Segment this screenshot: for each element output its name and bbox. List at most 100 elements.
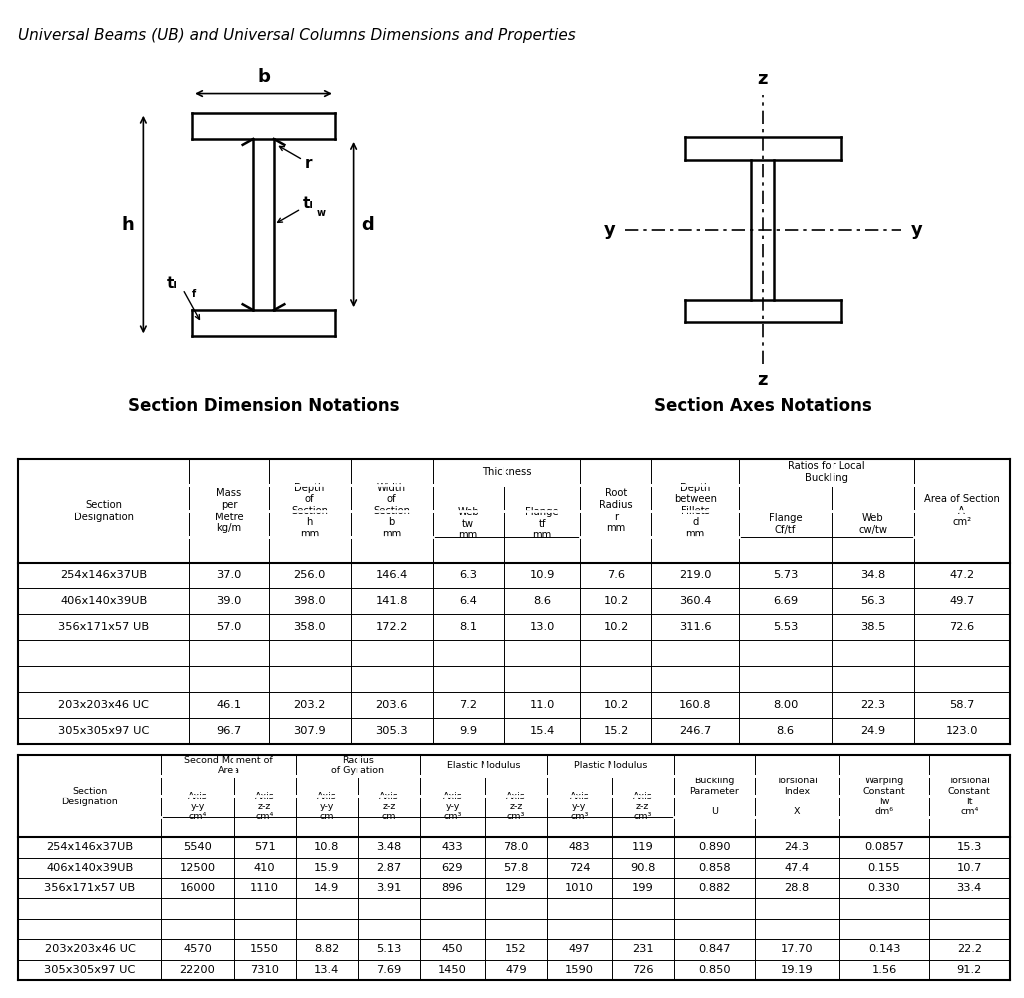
Text: 8.1: 8.1 bbox=[459, 622, 477, 632]
Text: 1590: 1590 bbox=[565, 965, 594, 975]
Text: 360.4: 360.4 bbox=[679, 596, 712, 607]
Text: 91.2: 91.2 bbox=[956, 965, 982, 975]
Text: Axis
z-z
cm³: Axis z-z cm³ bbox=[633, 791, 652, 821]
Text: h: h bbox=[121, 216, 134, 234]
Text: 5.73: 5.73 bbox=[773, 571, 798, 581]
Text: b: b bbox=[257, 68, 270, 86]
Text: 172.2: 172.2 bbox=[376, 622, 408, 632]
Text: 254x146x37UB: 254x146x37UB bbox=[46, 842, 133, 852]
Text: 129: 129 bbox=[505, 883, 526, 893]
Text: 1110: 1110 bbox=[250, 883, 280, 893]
Text: Torsional
Constant
It
cm⁴: Torsional Constant It cm⁴ bbox=[948, 776, 990, 816]
Text: 305x305x97 UC: 305x305x97 UC bbox=[44, 965, 135, 975]
Text: 406x140x39UB: 406x140x39UB bbox=[60, 596, 147, 607]
Text: 146.4: 146.4 bbox=[376, 571, 408, 581]
Text: 11.0: 11.0 bbox=[529, 700, 555, 710]
Text: 483: 483 bbox=[568, 842, 590, 852]
Text: 724: 724 bbox=[568, 862, 590, 873]
Text: 203x203x46 UC: 203x203x46 UC bbox=[58, 700, 150, 710]
Text: 15.9: 15.9 bbox=[314, 862, 340, 873]
Text: Thickness: Thickness bbox=[481, 467, 531, 477]
Text: 7.2: 7.2 bbox=[459, 700, 477, 710]
Text: 47.4: 47.4 bbox=[784, 862, 810, 873]
Text: 39.0: 39.0 bbox=[216, 596, 242, 607]
Text: Area of Section
A
cm²: Area of Section A cm² bbox=[924, 494, 999, 527]
Text: Axis
y-y
cm⁴: Axis y-y cm⁴ bbox=[187, 791, 208, 821]
Text: 2.87: 2.87 bbox=[377, 862, 401, 873]
Text: 356x171x57 UB: 356x171x57 UB bbox=[44, 883, 135, 893]
Text: 410: 410 bbox=[254, 862, 275, 873]
Text: 119: 119 bbox=[632, 842, 653, 852]
Text: 13.4: 13.4 bbox=[314, 965, 340, 975]
Text: y: y bbox=[910, 221, 922, 239]
Text: 571: 571 bbox=[254, 842, 275, 852]
Text: 406x140x39UB: 406x140x39UB bbox=[46, 862, 133, 873]
Text: Axis
z-z
cm: Axis z-z cm bbox=[379, 791, 399, 821]
Text: 0.155: 0.155 bbox=[867, 862, 900, 873]
Text: 4570: 4570 bbox=[183, 944, 212, 954]
Text: 15.3: 15.3 bbox=[956, 842, 982, 852]
Text: 305.3: 305.3 bbox=[376, 726, 408, 736]
Text: 0.847: 0.847 bbox=[698, 944, 730, 954]
Text: 24.3: 24.3 bbox=[784, 842, 810, 852]
Text: 311.6: 311.6 bbox=[679, 622, 712, 632]
Text: 3.91: 3.91 bbox=[377, 883, 401, 893]
Text: 58.7: 58.7 bbox=[949, 700, 975, 710]
Text: 46.1: 46.1 bbox=[216, 700, 242, 710]
Text: Root
Radius
r
mm: Root Radius r mm bbox=[599, 488, 633, 533]
Text: 14.9: 14.9 bbox=[314, 883, 340, 893]
Text: 9.9: 9.9 bbox=[459, 726, 477, 736]
Text: 1550: 1550 bbox=[250, 944, 280, 954]
Text: z: z bbox=[758, 70, 768, 89]
Text: 8.00: 8.00 bbox=[773, 700, 798, 710]
Text: 22200: 22200 bbox=[179, 965, 215, 975]
Text: Axis
y-y
cm³: Axis y-y cm³ bbox=[569, 791, 589, 821]
Text: 203x203x46 UC: 203x203x46 UC bbox=[44, 944, 135, 954]
Text: Section
Designation: Section Designation bbox=[61, 786, 119, 806]
Text: 57.0: 57.0 bbox=[216, 622, 242, 632]
Text: 123.0: 123.0 bbox=[945, 726, 978, 736]
Text: 13.0: 13.0 bbox=[529, 622, 555, 632]
Text: Axis
z-z
cm³: Axis z-z cm³ bbox=[506, 791, 525, 821]
Text: 24.9: 24.9 bbox=[860, 726, 886, 736]
Text: 356x171x57 UB: 356x171x57 UB bbox=[58, 622, 150, 632]
Text: d: d bbox=[361, 216, 374, 234]
Text: 7310: 7310 bbox=[250, 965, 280, 975]
Text: 203.6: 203.6 bbox=[376, 700, 408, 710]
Text: 0.850: 0.850 bbox=[698, 965, 730, 975]
Text: 5540: 5540 bbox=[183, 842, 212, 852]
Text: 22.3: 22.3 bbox=[860, 700, 886, 710]
Text: 15.2: 15.2 bbox=[603, 726, 629, 736]
Text: f: f bbox=[191, 288, 196, 298]
Text: 19.19: 19.19 bbox=[780, 965, 813, 975]
Text: 307.9: 307.9 bbox=[293, 726, 326, 736]
Text: 358.0: 358.0 bbox=[293, 622, 326, 632]
Text: 0.858: 0.858 bbox=[698, 862, 730, 873]
Text: 231: 231 bbox=[632, 944, 653, 954]
Text: 72.6: 72.6 bbox=[949, 622, 975, 632]
Text: 38.5: 38.5 bbox=[860, 622, 886, 632]
Text: 629: 629 bbox=[441, 862, 463, 873]
Text: Depth
between
Fillets
d
mm: Depth between Fillets d mm bbox=[674, 483, 717, 539]
Text: Mass
per
Metre
kg/m: Mass per Metre kg/m bbox=[215, 488, 244, 533]
Text: 10.2: 10.2 bbox=[603, 700, 629, 710]
Text: 0.143: 0.143 bbox=[867, 944, 900, 954]
Text: 8.82: 8.82 bbox=[314, 944, 340, 954]
Text: 433: 433 bbox=[441, 842, 463, 852]
Text: Warping
Constant
Iw
dm⁶: Warping Constant Iw dm⁶ bbox=[862, 776, 905, 816]
Text: 219.0: 219.0 bbox=[679, 571, 712, 581]
Text: 8.6: 8.6 bbox=[776, 726, 795, 736]
Text: 305x305x97 UC: 305x305x97 UC bbox=[58, 726, 150, 736]
Text: Ratios for Local
Buckling: Ratios for Local Buckling bbox=[788, 461, 865, 483]
Text: Depth
of
Section
h
mm: Depth of Section h mm bbox=[291, 483, 328, 539]
Text: Width
of
Section
b
mm: Width of Section b mm bbox=[373, 483, 411, 539]
Text: 10.2: 10.2 bbox=[603, 596, 629, 607]
Text: 254x146x37UB: 254x146x37UB bbox=[60, 571, 147, 581]
Text: z: z bbox=[758, 371, 768, 389]
Text: 398.0: 398.0 bbox=[293, 596, 326, 607]
Text: 10.8: 10.8 bbox=[314, 842, 340, 852]
Text: 3.48: 3.48 bbox=[377, 842, 401, 852]
Text: Elastic Modulus: Elastic Modulus bbox=[446, 761, 520, 770]
Text: 726: 726 bbox=[632, 965, 653, 975]
Text: 450: 450 bbox=[441, 944, 463, 954]
